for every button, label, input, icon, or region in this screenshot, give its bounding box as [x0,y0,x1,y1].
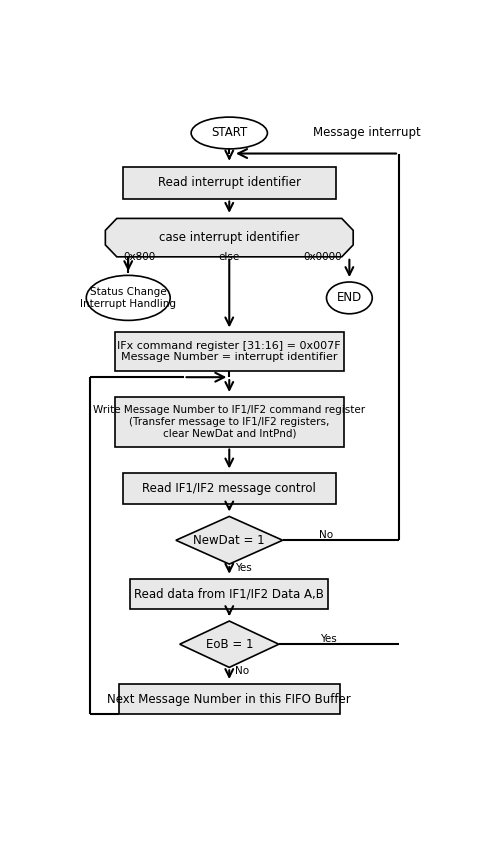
Text: Yes: Yes [320,634,337,644]
Text: 0x0000: 0x0000 [304,252,342,261]
Polygon shape [105,218,353,257]
Text: START: START [211,126,247,139]
Text: Write Message Number to IF1/IF2 command register
(Transfer message to IF1/IF2 re: Write Message Number to IF1/IF2 command … [93,405,366,439]
Text: NewDat = 1: NewDat = 1 [193,534,265,547]
Text: Status Change
Interrupt Handling: Status Change Interrupt Handling [80,287,176,309]
Ellipse shape [327,282,372,314]
FancyBboxPatch shape [115,332,343,371]
FancyBboxPatch shape [130,579,329,609]
Polygon shape [176,516,282,564]
Text: Read data from IF1/IF2 Data A,B: Read data from IF1/IF2 Data A,B [134,587,324,600]
Text: IFx command register [31:16] = 0x007F
Message Number = interrupt identifier: IFx command register [31:16] = 0x007F Me… [118,341,341,362]
Text: Read IF1/IF2 message control: Read IF1/IF2 message control [142,482,316,495]
Text: Read interrupt identifier: Read interrupt identifier [158,176,301,189]
Text: else: else [218,252,240,261]
Ellipse shape [86,275,170,321]
Text: No: No [319,530,333,540]
Text: Message interrupt: Message interrupt [313,126,421,139]
Text: case interrupt identifier: case interrupt identifier [159,231,300,244]
FancyBboxPatch shape [119,684,340,715]
Text: Next Message Number in this FIFO Buffer: Next Message Number in this FIFO Buffer [107,692,351,706]
Text: No: No [235,666,249,676]
FancyBboxPatch shape [123,167,336,199]
Text: EoB = 1: EoB = 1 [206,638,253,651]
FancyBboxPatch shape [123,473,336,504]
Text: END: END [337,292,362,304]
Polygon shape [180,621,279,667]
Text: Yes: Yes [235,563,252,573]
Text: 0x800: 0x800 [123,252,156,261]
FancyBboxPatch shape [115,396,343,446]
Ellipse shape [191,117,268,149]
